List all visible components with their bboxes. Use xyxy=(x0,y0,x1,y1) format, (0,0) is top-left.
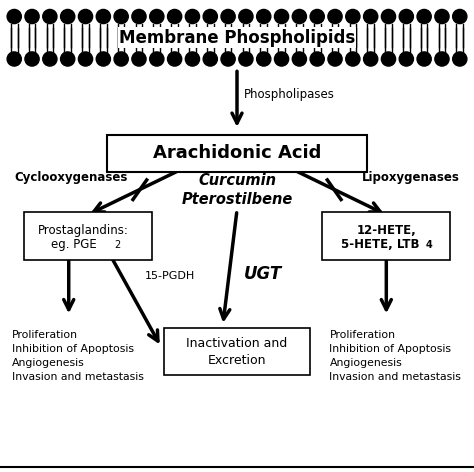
Text: 15-PGDH: 15-PGDH xyxy=(145,271,195,281)
Circle shape xyxy=(239,52,253,66)
Circle shape xyxy=(364,52,378,66)
Text: eg. PGE: eg. PGE xyxy=(51,238,96,251)
FancyBboxPatch shape xyxy=(107,135,367,172)
Circle shape xyxy=(292,9,307,24)
Text: Arachidonic Acid: Arachidonic Acid xyxy=(153,144,321,162)
Circle shape xyxy=(310,9,324,24)
Text: Cyclooxygenases: Cyclooxygenases xyxy=(14,170,128,184)
Text: Phospholipases: Phospholipases xyxy=(244,88,335,101)
Circle shape xyxy=(167,52,182,66)
Circle shape xyxy=(256,9,271,24)
Circle shape xyxy=(61,9,75,24)
Text: Curcumin: Curcumin xyxy=(198,173,276,188)
Circle shape xyxy=(7,52,21,66)
Circle shape xyxy=(96,52,110,66)
FancyBboxPatch shape xyxy=(24,212,152,260)
Circle shape xyxy=(453,52,467,66)
Circle shape xyxy=(256,52,271,66)
Text: Pterostilbene: Pterostilbene xyxy=(182,192,292,207)
Circle shape xyxy=(78,52,92,66)
Circle shape xyxy=(114,9,128,24)
Circle shape xyxy=(25,52,39,66)
Circle shape xyxy=(61,52,75,66)
Circle shape xyxy=(43,52,57,66)
Circle shape xyxy=(7,9,21,24)
Circle shape xyxy=(382,52,396,66)
Circle shape xyxy=(399,52,413,66)
Circle shape xyxy=(78,9,92,24)
Text: UGT: UGT xyxy=(244,265,283,283)
Circle shape xyxy=(132,9,146,24)
Circle shape xyxy=(150,52,164,66)
Circle shape xyxy=(25,9,39,24)
Text: Lipoxygenases: Lipoxygenases xyxy=(362,170,460,184)
Circle shape xyxy=(239,9,253,24)
Circle shape xyxy=(346,9,360,24)
Circle shape xyxy=(292,52,307,66)
Circle shape xyxy=(221,52,235,66)
Text: 5-HETE, LTB: 5-HETE, LTB xyxy=(341,238,420,251)
Text: Proliferation
Inhibition of Apoptosis
Angiogenesis
Invasion and metastasis: Proliferation Inhibition of Apoptosis An… xyxy=(12,330,144,382)
Circle shape xyxy=(435,52,449,66)
Circle shape xyxy=(328,9,342,24)
Circle shape xyxy=(203,9,218,24)
Circle shape xyxy=(221,9,235,24)
Circle shape xyxy=(310,52,324,66)
Circle shape xyxy=(185,9,200,24)
Circle shape xyxy=(43,9,57,24)
Circle shape xyxy=(328,52,342,66)
Circle shape xyxy=(274,9,289,24)
Circle shape xyxy=(364,9,378,24)
Circle shape xyxy=(185,52,200,66)
Circle shape xyxy=(96,9,110,24)
Circle shape xyxy=(114,52,128,66)
Circle shape xyxy=(453,9,467,24)
Circle shape xyxy=(435,9,449,24)
Text: Inactivation and
Excretion: Inactivation and Excretion xyxy=(186,337,288,367)
Circle shape xyxy=(399,9,413,24)
Circle shape xyxy=(417,52,431,66)
Circle shape xyxy=(167,9,182,24)
Circle shape xyxy=(132,52,146,66)
Text: 12-HETE,: 12-HETE, xyxy=(356,224,416,237)
Circle shape xyxy=(417,9,431,24)
Circle shape xyxy=(382,9,396,24)
Text: Membrane Phospholipids: Membrane Phospholipids xyxy=(119,29,355,47)
Circle shape xyxy=(150,9,164,24)
Circle shape xyxy=(346,52,360,66)
Text: Prostaglandins:: Prostaglandins: xyxy=(37,224,128,237)
FancyBboxPatch shape xyxy=(322,212,450,260)
FancyBboxPatch shape xyxy=(164,328,310,375)
Circle shape xyxy=(203,52,218,66)
Circle shape xyxy=(274,52,289,66)
Text: 4: 4 xyxy=(425,240,432,250)
Text: Proliferation
Inhibition of Apoptosis
Angiogenesis
Invasion and metastasis: Proliferation Inhibition of Apoptosis An… xyxy=(329,330,461,382)
Text: 2: 2 xyxy=(114,240,120,250)
